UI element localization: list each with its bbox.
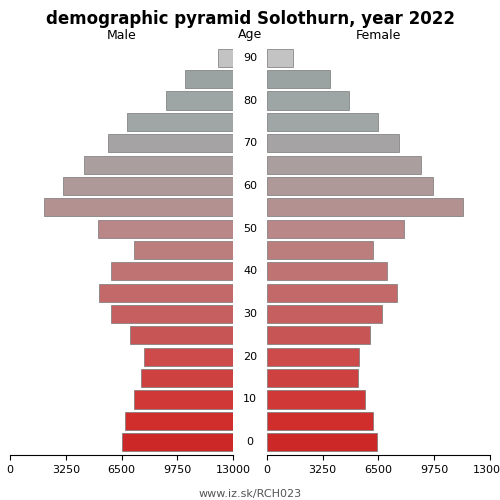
Bar bbox=[140, 369, 234, 387]
Bar bbox=[100, 284, 234, 302]
Bar bbox=[266, 284, 398, 302]
Text: 50: 50 bbox=[243, 224, 257, 234]
Bar bbox=[266, 48, 292, 67]
Text: 60: 60 bbox=[243, 181, 257, 191]
Text: 30: 30 bbox=[243, 309, 257, 319]
Bar bbox=[185, 70, 234, 88]
Bar bbox=[266, 92, 349, 110]
Bar bbox=[266, 369, 358, 387]
Bar bbox=[266, 326, 370, 344]
Text: 40: 40 bbox=[243, 266, 257, 276]
Bar bbox=[112, 305, 234, 323]
Text: 70: 70 bbox=[243, 138, 257, 148]
Text: Age: Age bbox=[238, 28, 262, 41]
Text: 90: 90 bbox=[243, 53, 257, 63]
Bar bbox=[266, 177, 434, 195]
Text: 0: 0 bbox=[246, 437, 254, 447]
Text: 80: 80 bbox=[243, 96, 257, 106]
Bar bbox=[266, 262, 387, 280]
Bar bbox=[266, 348, 360, 366]
Text: 10: 10 bbox=[243, 394, 257, 404]
Bar bbox=[266, 390, 364, 408]
Text: 20: 20 bbox=[243, 352, 257, 362]
Bar bbox=[144, 348, 234, 366]
X-axis label: Male: Male bbox=[107, 30, 136, 43]
Bar bbox=[134, 390, 234, 408]
Bar bbox=[127, 113, 234, 131]
Bar bbox=[218, 48, 234, 67]
Bar bbox=[84, 156, 234, 174]
Bar bbox=[266, 412, 373, 430]
Bar bbox=[112, 262, 234, 280]
Bar bbox=[266, 433, 376, 452]
Bar bbox=[125, 412, 234, 430]
Bar bbox=[266, 113, 378, 131]
X-axis label: Female: Female bbox=[356, 30, 401, 43]
Bar bbox=[98, 220, 234, 238]
Bar bbox=[266, 305, 382, 323]
Bar bbox=[63, 177, 234, 195]
Bar bbox=[108, 134, 234, 152]
Bar bbox=[266, 134, 399, 152]
Bar bbox=[130, 326, 234, 344]
Bar bbox=[266, 156, 422, 174]
Bar bbox=[266, 220, 404, 238]
Bar bbox=[44, 198, 234, 216]
Bar bbox=[166, 92, 234, 110]
Bar bbox=[134, 241, 234, 259]
Bar bbox=[266, 198, 462, 216]
Bar bbox=[266, 70, 330, 88]
Text: www.iz.sk/RCH023: www.iz.sk/RCH023 bbox=[198, 490, 302, 500]
Text: demographic pyramid Solothurn, year 2022: demographic pyramid Solothurn, year 2022 bbox=[46, 10, 455, 28]
Bar bbox=[122, 433, 234, 452]
Bar bbox=[266, 241, 373, 259]
